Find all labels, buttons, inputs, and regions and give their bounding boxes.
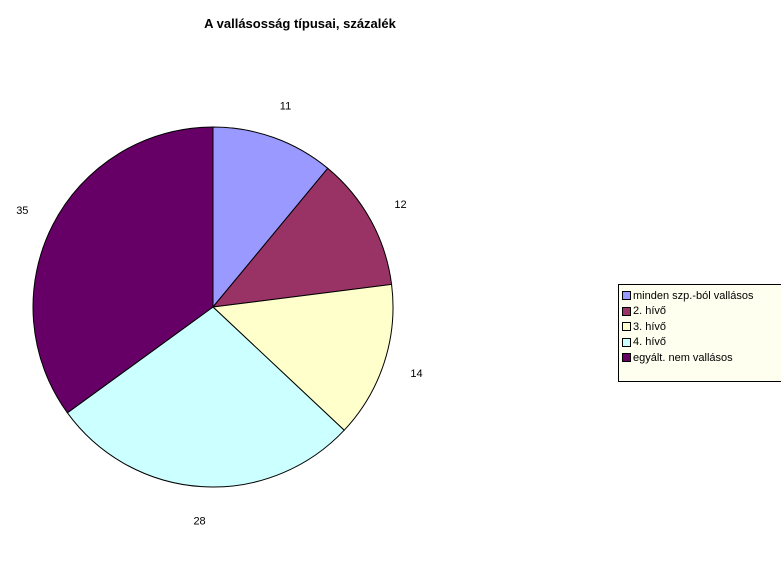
legend-item-1: minden szp.-ból vallásos <box>622 288 781 304</box>
legend-label-1: minden szp.-ból vallásos <box>633 289 754 302</box>
data-label-1: 11 <box>280 101 291 113</box>
data-label-4: 28 <box>193 516 205 528</box>
legend-item-4: 4. hívő <box>622 335 781 351</box>
pie-slice-3 <box>211 283 394 431</box>
pie-slice-2 <box>211 167 393 308</box>
legend-swatch-1 <box>622 291 631 301</box>
pie-slice-4 <box>66 306 345 488</box>
data-label-2: 12 <box>394 199 406 211</box>
pie-slice-5 <box>32 126 214 414</box>
legend-swatch-3 <box>622 322 631 332</box>
legend-swatch-2 <box>622 306 631 316</box>
legend-label-2: 2. hívő <box>633 305 667 318</box>
legend-item-2: 2. hívő <box>622 304 781 320</box>
legend: minden szp.-ból vallásos 2. hívő 3. hívő 4.… <box>618 284 781 382</box>
legend-label-3: 3. hívő <box>633 320 667 333</box>
chart-title: A vallásosság típusai, százalék <box>204 16 396 31</box>
legend-label-5: egyált. nem vallásos <box>633 351 733 364</box>
data-label-5: 35 <box>16 205 28 217</box>
legend-item-3: 3. hívő <box>622 319 781 335</box>
legend-label-4: 4. hívő <box>633 336 667 349</box>
legend-swatch-4 <box>622 337 631 347</box>
legend-item-5: egyált. nem vallásos <box>622 350 781 366</box>
legend-swatch-5 <box>622 353 631 363</box>
pie-slice-1 <box>212 126 329 309</box>
data-label-3: 14 <box>410 368 422 380</box>
